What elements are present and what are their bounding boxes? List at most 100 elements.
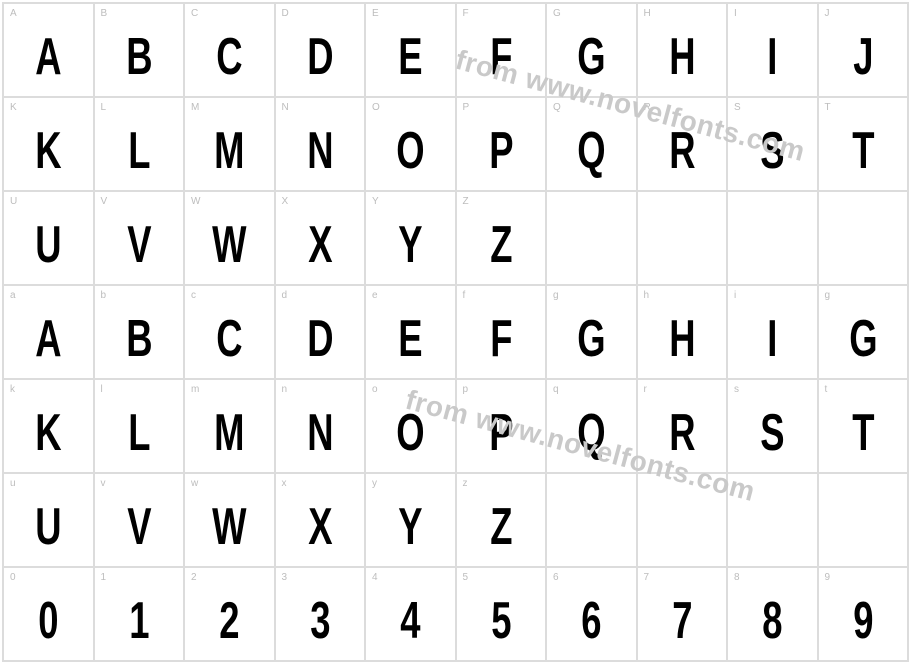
key-label: 0 xyxy=(10,572,16,583)
glyph-display: G xyxy=(577,27,605,87)
key-label: C xyxy=(191,8,199,19)
glyph-display: 5 xyxy=(491,591,511,651)
glyph-display: X xyxy=(308,497,332,557)
glyph-cell: FF xyxy=(456,3,547,97)
glyph-display: E xyxy=(398,309,422,369)
glyph-cell: ZZ xyxy=(456,191,547,285)
key-label: Y xyxy=(372,196,379,207)
glyph-cell: pP xyxy=(456,379,547,473)
glyph-display: Z xyxy=(490,215,512,275)
key-label: A xyxy=(10,8,17,19)
glyph-display: K xyxy=(35,121,61,181)
key-label: 1 xyxy=(101,572,107,583)
glyph-display: E xyxy=(398,27,422,87)
glyph-cell: II xyxy=(727,3,818,97)
key-label: k xyxy=(10,384,16,395)
key-label: 4 xyxy=(372,572,378,583)
glyph-display: P xyxy=(489,121,513,181)
glyph-cell: nN xyxy=(275,379,366,473)
key-label: m xyxy=(191,384,200,395)
glyph-display: Y xyxy=(398,497,422,557)
glyph-display: S xyxy=(760,403,784,463)
key-label: 2 xyxy=(191,572,197,583)
glyph-display: O xyxy=(396,403,424,463)
key-label: u xyxy=(10,478,16,489)
glyph-cell: bB xyxy=(94,285,185,379)
key-label: f xyxy=(463,290,466,301)
key-label: B xyxy=(101,8,108,19)
glyph-display: 1 xyxy=(129,591,149,651)
glyph-cell: UU xyxy=(3,191,94,285)
glyph-display: X xyxy=(308,215,332,275)
glyph-display: G xyxy=(849,309,877,369)
glyph-cell xyxy=(727,473,818,567)
key-label: l xyxy=(101,384,104,395)
glyph-cell: PP xyxy=(456,97,547,191)
glyph-display: L xyxy=(128,121,150,181)
glyph-cell: 33 xyxy=(275,567,366,661)
glyph-display: 8 xyxy=(762,591,782,651)
key-label: G xyxy=(553,8,561,19)
glyph-cell xyxy=(818,473,909,567)
glyph-display: A xyxy=(35,27,61,87)
key-label: 8 xyxy=(734,572,740,583)
key-label: M xyxy=(191,102,200,113)
key-label: X xyxy=(282,196,289,207)
glyph-cell: DD xyxy=(275,3,366,97)
glyph-cell: GG xyxy=(546,3,637,97)
glyph-cell: oO xyxy=(365,379,456,473)
key-label: a xyxy=(10,290,16,301)
key-label: o xyxy=(372,384,378,395)
key-label: v xyxy=(101,478,107,489)
glyph-cell: aA xyxy=(3,285,94,379)
glyph-display: H xyxy=(669,27,695,87)
glyph-display: T xyxy=(852,121,874,181)
glyph-cell: zZ xyxy=(456,473,547,567)
key-label: 5 xyxy=(463,572,469,583)
glyph-display: W xyxy=(212,497,246,557)
glyph-cell: mM xyxy=(184,379,275,473)
key-label: S xyxy=(734,102,741,113)
glyph-display: W xyxy=(212,215,246,275)
key-label: s xyxy=(734,384,740,395)
glyph-cell xyxy=(818,191,909,285)
glyph-cell: RR xyxy=(637,97,728,191)
glyph-display: V xyxy=(127,497,151,557)
glyph-cell: iI xyxy=(727,285,818,379)
glyph-display: 2 xyxy=(219,591,239,651)
glyph-display: R xyxy=(669,403,695,463)
glyph-cell: OO xyxy=(365,97,456,191)
key-label: p xyxy=(463,384,469,395)
glyph-display: M xyxy=(214,403,244,463)
glyph-display: B xyxy=(126,309,152,369)
glyph-display: A xyxy=(35,309,61,369)
glyph-display: 9 xyxy=(853,591,873,651)
key-label: n xyxy=(282,384,288,395)
glyph-display: C xyxy=(216,309,242,369)
key-label: V xyxy=(101,196,108,207)
glyph-display: F xyxy=(490,309,512,369)
key-label: H xyxy=(644,8,652,19)
glyph-cell: 00 xyxy=(3,567,94,661)
key-label: L xyxy=(101,102,107,113)
glyph-display: N xyxy=(307,403,333,463)
glyph-display: D xyxy=(307,27,333,87)
key-label: y xyxy=(372,478,378,489)
glyph-cell: AA xyxy=(3,3,94,97)
glyph-cell xyxy=(727,191,818,285)
glyph-display: C xyxy=(216,27,242,87)
glyph-cell: XX xyxy=(275,191,366,285)
glyph-display: 7 xyxy=(672,591,692,651)
glyph-cell: LL xyxy=(94,97,185,191)
key-label: i xyxy=(734,290,737,301)
glyph-cell xyxy=(637,191,728,285)
glyph-cell: NN xyxy=(275,97,366,191)
glyph-display: M xyxy=(214,121,244,181)
glyph-cell xyxy=(546,191,637,285)
glyph-cell: EE xyxy=(365,3,456,97)
glyph-cell: 66 xyxy=(546,567,637,661)
key-label: e xyxy=(372,290,378,301)
glyph-display: H xyxy=(669,309,695,369)
glyph-display: O xyxy=(396,121,424,181)
key-label: E xyxy=(372,8,379,19)
